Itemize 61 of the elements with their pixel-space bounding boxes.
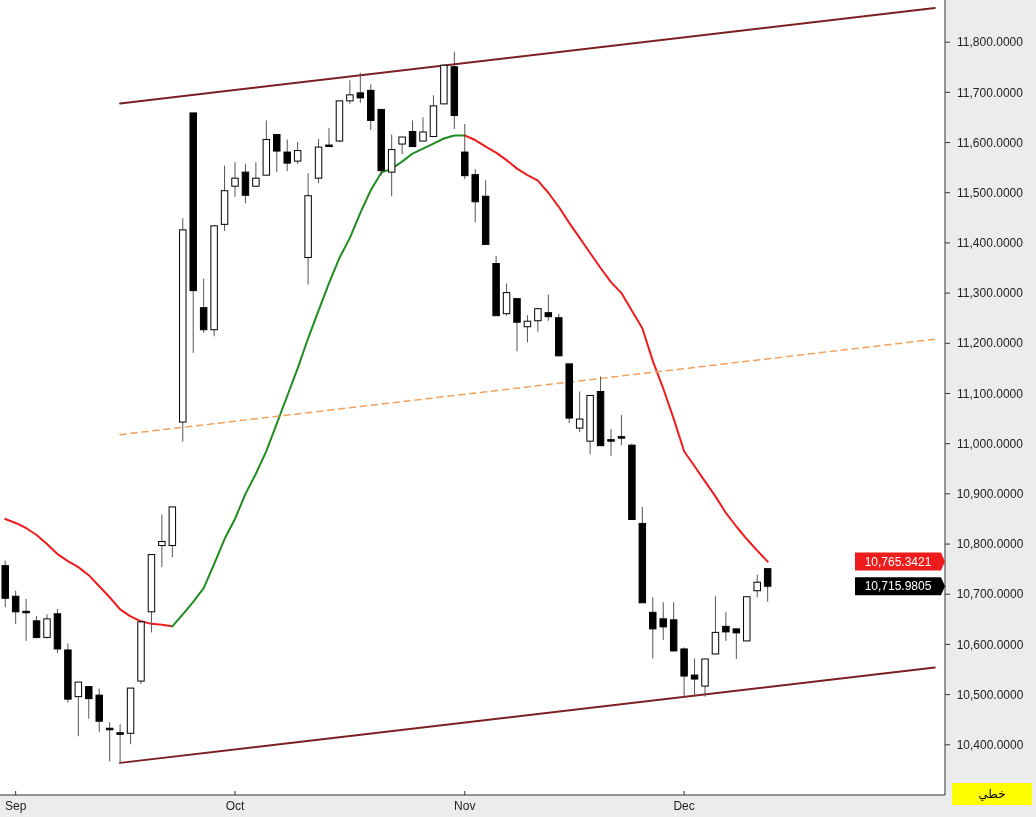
candlestick — [158, 513, 166, 568]
y-tick-label: 10,400.0000 — [956, 738, 1024, 753]
candlestick — [732, 628, 741, 660]
candlestick — [356, 72, 365, 104]
y-tick-label: 11,000.0000 — [957, 436, 1024, 451]
candlestick — [690, 657, 699, 698]
candlestick — [283, 139, 291, 172]
candlestick — [722, 611, 730, 642]
candlestick — [753, 574, 761, 598]
x-tick-label: Sep — [4, 799, 27, 813]
x-tick-label: Dec — [673, 799, 695, 813]
candlestick — [461, 123, 469, 180]
candlestick — [74, 681, 83, 737]
y-tick-label: 10,900.0000 — [956, 487, 1024, 502]
line-series — [463, 134, 769, 563]
annotation: 10,765.3421 — [864, 554, 932, 569]
candlestick — [273, 134, 281, 173]
y-tick-label: 11,100.0000 — [957, 386, 1024, 401]
candlestick — [408, 119, 417, 148]
candlestick — [659, 601, 667, 641]
line-series — [4, 517, 174, 628]
candlestick — [43, 613, 51, 639]
candlestick — [607, 428, 615, 457]
candlestick — [513, 298, 521, 352]
y-tick-label: 11,200.0000 — [957, 336, 1024, 351]
y-tick-label: 10,600.0000 — [956, 637, 1024, 652]
y-tick-label: 11,500.0000 — [957, 185, 1024, 200]
candlestick — [252, 161, 260, 187]
candlestick — [617, 414, 626, 446]
y-tick-label: 11,400.0000 — [957, 236, 1024, 251]
candlestick — [346, 79, 354, 105]
candlestick — [231, 161, 239, 198]
candlestick — [387, 134, 396, 197]
candlestick — [711, 595, 720, 655]
y-tick-label: 11,800.0000 — [957, 35, 1024, 50]
candlestick — [502, 283, 511, 317]
candlestick — [85, 686, 93, 720]
candlestick — [398, 136, 406, 155]
candlestick — [11, 590, 20, 625]
x-tick-label: Oct — [225, 799, 245, 813]
y-tick-label: 10,800.0000 — [956, 537, 1024, 552]
candlestick — [649, 596, 657, 659]
y-tick-label: 11,600.0000 — [957, 135, 1024, 150]
y-tick-label: 11,700.0000 — [957, 85, 1024, 100]
candlestick — [293, 141, 302, 165]
y-tick-label: 10,500.0000 — [956, 687, 1024, 702]
candlestick — [544, 294, 553, 322]
y-tick-label: 11,300.0000 — [957, 286, 1024, 301]
candlestick — [116, 723, 124, 764]
candlestick — [534, 308, 542, 333]
x-tick-label: Nov — [454, 799, 476, 813]
candlestick — [575, 390, 584, 433]
text: خطي — [978, 787, 1006, 801]
y-tick-label: 10,700.0000 — [956, 587, 1024, 602]
candlestick — [199, 278, 208, 334]
line-series — [171, 134, 466, 628]
candlestick — [763, 568, 772, 603]
candlestick — [241, 163, 250, 204]
candlestick — [419, 116, 427, 142]
annotation: 10,715.9805 — [864, 579, 932, 594]
candlestick — [325, 127, 333, 148]
